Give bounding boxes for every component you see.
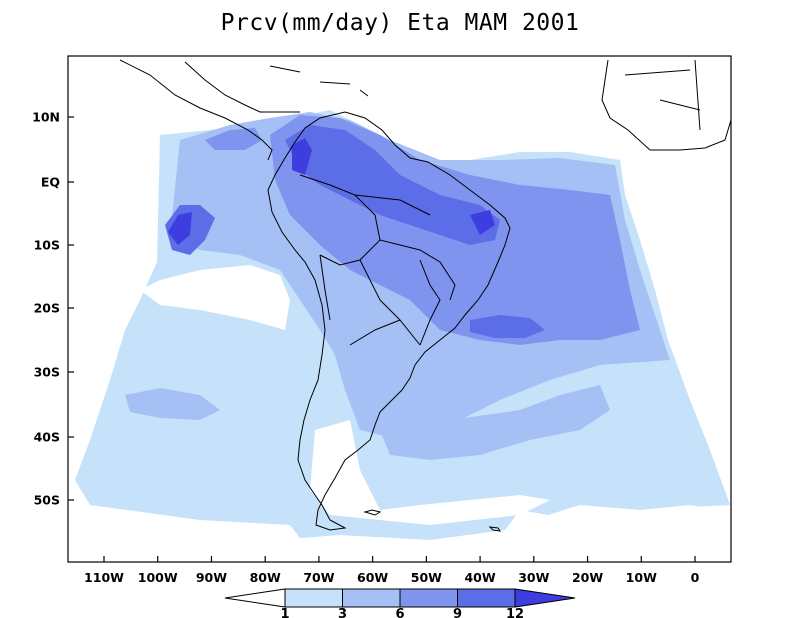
colorbar-label: 6 bbox=[395, 607, 404, 618]
colorbar-label: 1 bbox=[280, 607, 289, 618]
lat-tick-label: 20S bbox=[34, 301, 60, 316]
colorbar-segment bbox=[399, 588, 458, 608]
south-georgia bbox=[488, 526, 502, 532]
lat-tick-label: 30S bbox=[34, 365, 60, 380]
colorbar-segment bbox=[457, 588, 516, 608]
colorbar-segment bbox=[514, 588, 576, 608]
africa-borders bbox=[624, 59, 701, 131]
coastlines bbox=[119, 59, 731, 532]
south-america-coastline bbox=[267, 111, 511, 531]
longitude-axis: 110W 100W 90W 80W 70W 60W 50W 40W 30W 20W 10W 0 bbox=[84, 556, 700, 585]
dry-area-sw bbox=[140, 265, 290, 330]
lon-tick-label: 50W bbox=[411, 570, 442, 585]
lon-tick-label: 110W bbox=[84, 570, 124, 585]
colorbar: 1 3 6 9 12 bbox=[224, 588, 576, 618]
africa-coastline bbox=[601, 59, 731, 151]
caribbean-islands bbox=[269, 65, 369, 97]
lon-tick-label: 60W bbox=[357, 570, 388, 585]
lat-tick-label: 40S bbox=[34, 430, 60, 445]
lat-tick-label: 10S bbox=[34, 238, 60, 253]
colorbar-label: 3 bbox=[338, 607, 347, 618]
dry-area-patagonia bbox=[310, 420, 550, 525]
precip-core-extreme bbox=[168, 212, 192, 245]
colorbar-segment bbox=[284, 588, 343, 608]
colorbar-segment bbox=[342, 588, 401, 608]
lon-tick-label: 0 bbox=[691, 570, 700, 585]
lon-tick-label: 40W bbox=[464, 570, 495, 585]
precip-band-medium-pacific bbox=[125, 388, 220, 420]
map-frame bbox=[67, 55, 732, 563]
precip-core-extreme-nordeste bbox=[470, 210, 495, 235]
lat-tick-label: 10N bbox=[32, 110, 60, 125]
lon-tick-label: 20W bbox=[572, 570, 603, 585]
colorbar-segment bbox=[224, 588, 286, 608]
precip-band-medium-south bbox=[380, 385, 610, 460]
lon-tick-label: 70W bbox=[303, 570, 334, 585]
precip-band-heavy-itcz bbox=[205, 128, 262, 150]
map-title: Prcv(mm/day) Eta MAM 2001 bbox=[220, 10, 580, 36]
colorbar-label: 12 bbox=[506, 607, 524, 618]
central-america-coastline bbox=[119, 59, 273, 161]
lon-tick-label: 80W bbox=[250, 570, 281, 585]
precip-field bbox=[75, 110, 730, 540]
falkland-islands bbox=[363, 509, 382, 516]
lon-tick-label: 10W bbox=[626, 570, 657, 585]
country-borders bbox=[299, 174, 456, 346]
dry-area-atlantic bbox=[640, 505, 725, 535]
precip-band-heavy-sacz bbox=[470, 315, 545, 338]
central-america-north-coast bbox=[184, 61, 300, 113]
lat-tick-label: 50S bbox=[34, 493, 60, 508]
lon-tick-label: 90W bbox=[196, 570, 227, 585]
precip-core-extreme-andes bbox=[292, 138, 312, 175]
latitude-axis: 10N EQ 10S 20S 30S 40S 50S bbox=[32, 110, 74, 508]
lon-tick-label: 30W bbox=[518, 570, 549, 585]
lon-tick-label: 100W bbox=[138, 570, 178, 585]
lat-tick-label: EQ bbox=[41, 175, 60, 190]
precip-band-heavy bbox=[285, 125, 500, 245]
colorbar-label: 9 bbox=[453, 607, 462, 618]
